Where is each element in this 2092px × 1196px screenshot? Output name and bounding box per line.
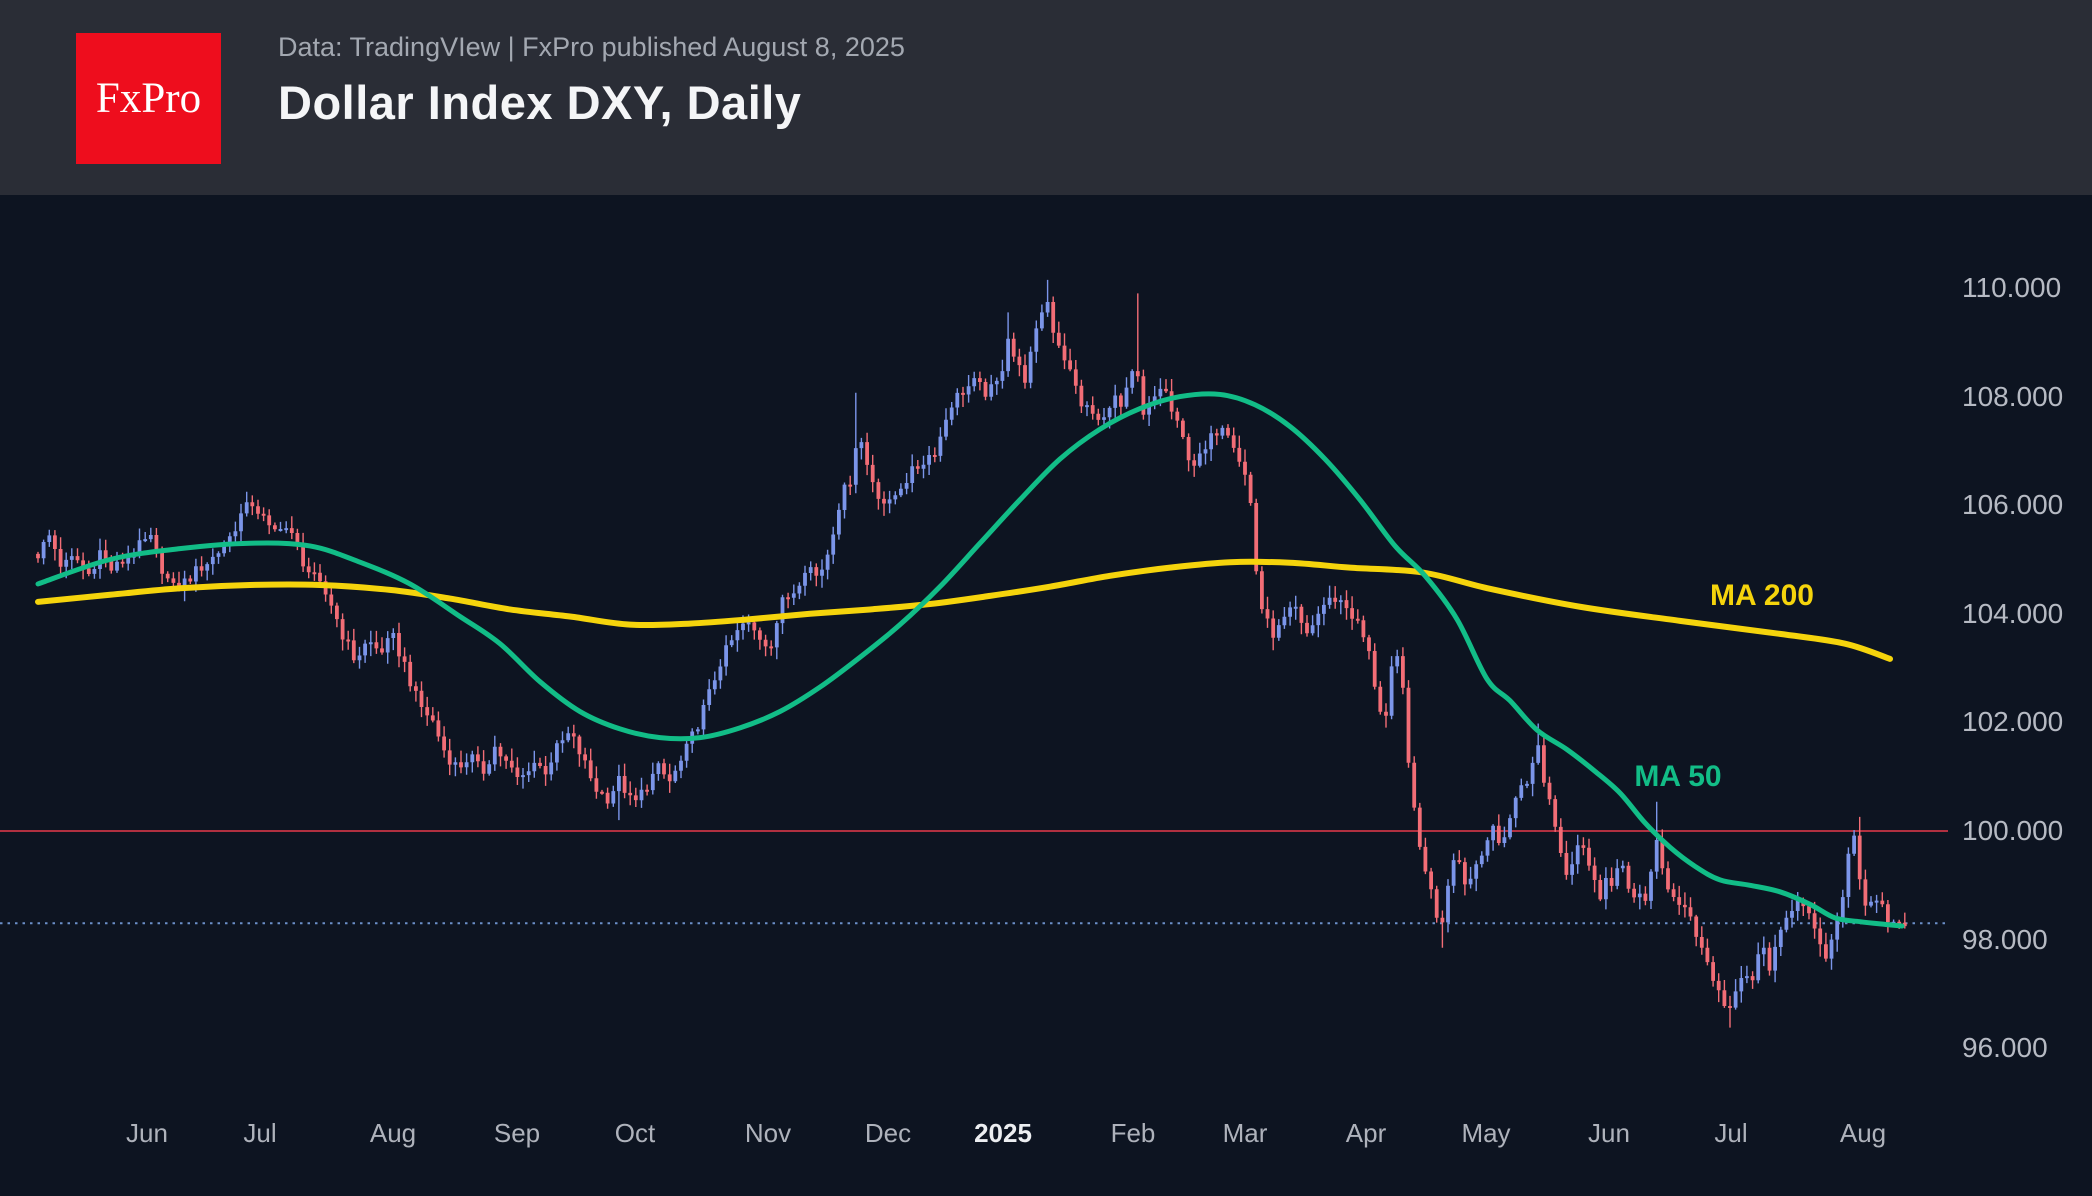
fxpro-logo-text: FxPro bbox=[95, 75, 202, 122]
ma50-label: MA 50 bbox=[1634, 759, 1722, 793]
x-tick-label: Aug bbox=[1839, 1118, 1887, 1148]
x-tick-label: Aug bbox=[369, 1118, 417, 1148]
chart-title: Dollar Index DXY, Daily bbox=[278, 76, 802, 129]
price-chart[interactable]: 110.000 108.000 106.000 104.000 102.000 100.0… bbox=[0, 195, 2092, 1196]
x-tick-label: 2025 bbox=[974, 1118, 1032, 1148]
y-tick-label: 108.000 bbox=[1962, 380, 2064, 412]
x-tick-label: Sep bbox=[493, 1118, 541, 1148]
y-tick-label: 100.000 bbox=[1962, 815, 2064, 846]
fxpro-logo: FxPro bbox=[76, 33, 221, 164]
x-tick-label: Oct bbox=[614, 1118, 656, 1148]
x-tick-label: Jun bbox=[126, 1118, 168, 1148]
y-tick-label: 110.000 bbox=[1962, 272, 2062, 303]
y-tick-label: 104.000 bbox=[1962, 597, 2064, 629]
chart-source-caption: Data: TradingVIew | FxPro published Augu… bbox=[278, 32, 905, 62]
y-tick-label: 106.000 bbox=[1962, 489, 2064, 521]
x-tick-label: Jun bbox=[1588, 1118, 1630, 1148]
x-tick-label: Mar bbox=[1222, 1118, 1268, 1148]
x-tick-label: Nov bbox=[744, 1118, 792, 1148]
candlestick-plot[interactable] bbox=[0, 195, 2092, 1196]
x-tick-label: Dec bbox=[864, 1118, 912, 1148]
x-tick-label: Apr bbox=[1345, 1118, 1387, 1148]
header: FxPro Data: TradingVIew | FxPro publishe… bbox=[0, 0, 2092, 195]
ma200-label: MA 200 bbox=[1710, 579, 1814, 613]
x-tick-label: Jul bbox=[1714, 1118, 1748, 1148]
header-meta: Data: TradingVIew | FxPro published Augu… bbox=[278, 30, 905, 132]
y-tick-label: 98.000 bbox=[1962, 923, 2048, 955]
x-tick-label: Jul bbox=[243, 1118, 277, 1148]
x-tick-label: May bbox=[1461, 1118, 1511, 1148]
x-tick-label: Feb bbox=[1110, 1118, 1156, 1148]
y-tick-label: 102.000 bbox=[1962, 706, 2064, 738]
y-tick-label: 96.000 bbox=[1962, 1032, 2048, 1064]
